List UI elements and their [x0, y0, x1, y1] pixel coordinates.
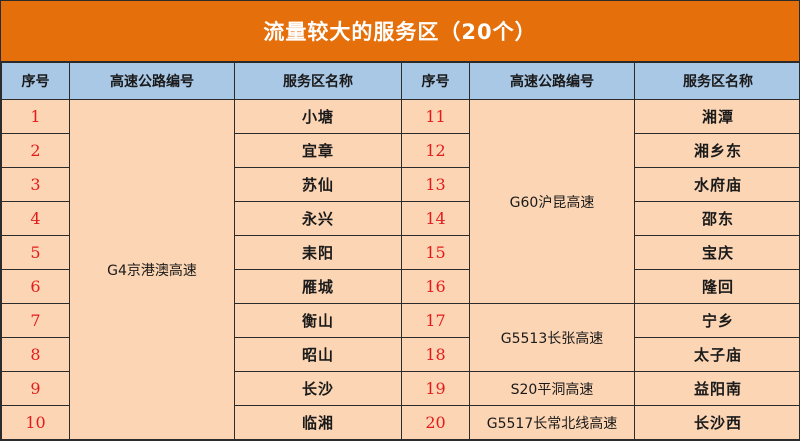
road-cell: G60沪昆高速: [469, 99, 635, 304]
service-area-cell: 苏仙: [234, 167, 402, 202]
index-cell: 19: [401, 371, 470, 406]
table-row: 5 耒阳 15 宝庆: [1, 235, 799, 270]
index-cell: 18: [401, 337, 470, 372]
service-area-cell: 宁乡: [634, 303, 799, 338]
index-cell: 4: [1, 201, 70, 236]
service-area-cell: 永兴: [234, 201, 402, 236]
table-row: 3 苏仙 13 水府庙: [1, 167, 799, 202]
index-cell: 13: [401, 167, 470, 202]
table-row: 7 衡山 17 G5513长张高速 宁乡: [1, 303, 799, 372]
index-cell: 7: [1, 303, 70, 338]
service-area-cell: 隆回: [634, 269, 799, 304]
index-cell: 2: [1, 133, 70, 168]
index-cell: 5: [1, 235, 70, 270]
road-cell: G5517长常北线高速: [469, 405, 635, 440]
index-cell: 12: [401, 133, 470, 168]
index-cell: 20: [401, 405, 470, 440]
service-area-cell: 水府庙: [634, 167, 799, 202]
index-cell: 17: [401, 303, 470, 338]
header-index-right: 序号: [401, 62, 470, 100]
index-cell: 6: [1, 269, 70, 304]
road-cell: G4京港澳高速: [69, 99, 235, 440]
service-area-table: 序号 高速公路编号 服务区名称 序号 高速公路编号 服务区名称 1 G4京港澳高…: [1, 62, 799, 440]
service-area-cell: 宝庆: [634, 235, 799, 270]
service-area-cell: 湘乡东: [634, 133, 799, 168]
index-cell: 3: [1, 167, 70, 202]
index-cell: 15: [401, 235, 470, 270]
service-area-cell: 益阳南: [634, 371, 799, 406]
table-row: 2 宜章 12 湘乡东: [1, 133, 799, 168]
header-road-left: 高速公路编号: [69, 62, 235, 100]
table-row: 8 昭山 18 太子庙: [1, 337, 799, 372]
index-cell: 8: [1, 337, 70, 372]
service-area-cell: 长沙: [234, 371, 402, 406]
service-area-cell: 湘潭: [634, 99, 799, 134]
index-cell: 16: [401, 269, 470, 304]
service-area-cell: 小塘: [234, 99, 402, 134]
service-area-cell: 长沙西: [634, 405, 799, 440]
service-area-cell: 临湘: [234, 405, 402, 440]
header-name-left: 服务区名称: [234, 62, 402, 100]
service-area-cell: 昭山: [234, 337, 402, 372]
index-cell: 10: [1, 405, 70, 440]
service-area-cell: 耒阳: [234, 235, 402, 270]
index-cell: 14: [401, 201, 470, 236]
service-area-cell: 宜章: [234, 133, 402, 168]
table-row: 1 G4京港澳高速 小塘 11 G60沪昆高速 湘潭: [1, 99, 799, 440]
index-cell: 11: [401, 99, 470, 134]
service-area-cell: 太子庙: [634, 337, 799, 372]
header-road-right: 高速公路编号: [469, 62, 635, 100]
table-row: 4 永兴 14 邵东: [1, 201, 799, 236]
header-index-left: 序号: [1, 62, 70, 100]
header-row: 序号 高速公路编号 服务区名称 序号 高速公路编号 服务区名称: [1, 62, 799, 100]
service-area-cell: 雁城: [234, 269, 402, 304]
service-area-cell: 衡山: [234, 303, 402, 338]
service-area-cell: 邵东: [634, 201, 799, 236]
table-title: 流量较大的服务区（20个）: [1, 1, 799, 62]
road-cell: G5513长张高速: [469, 303, 635, 372]
index-cell: 1: [1, 99, 70, 134]
road-cell: S20平洞高速: [469, 371, 635, 406]
header-name-right: 服务区名称: [634, 62, 799, 100]
table-row: 10 临湘 20 G5517长常北线高速 长沙西: [1, 405, 799, 440]
table-row: 6 雁城 16 隆回: [1, 269, 799, 304]
index-cell: 9: [1, 371, 70, 406]
